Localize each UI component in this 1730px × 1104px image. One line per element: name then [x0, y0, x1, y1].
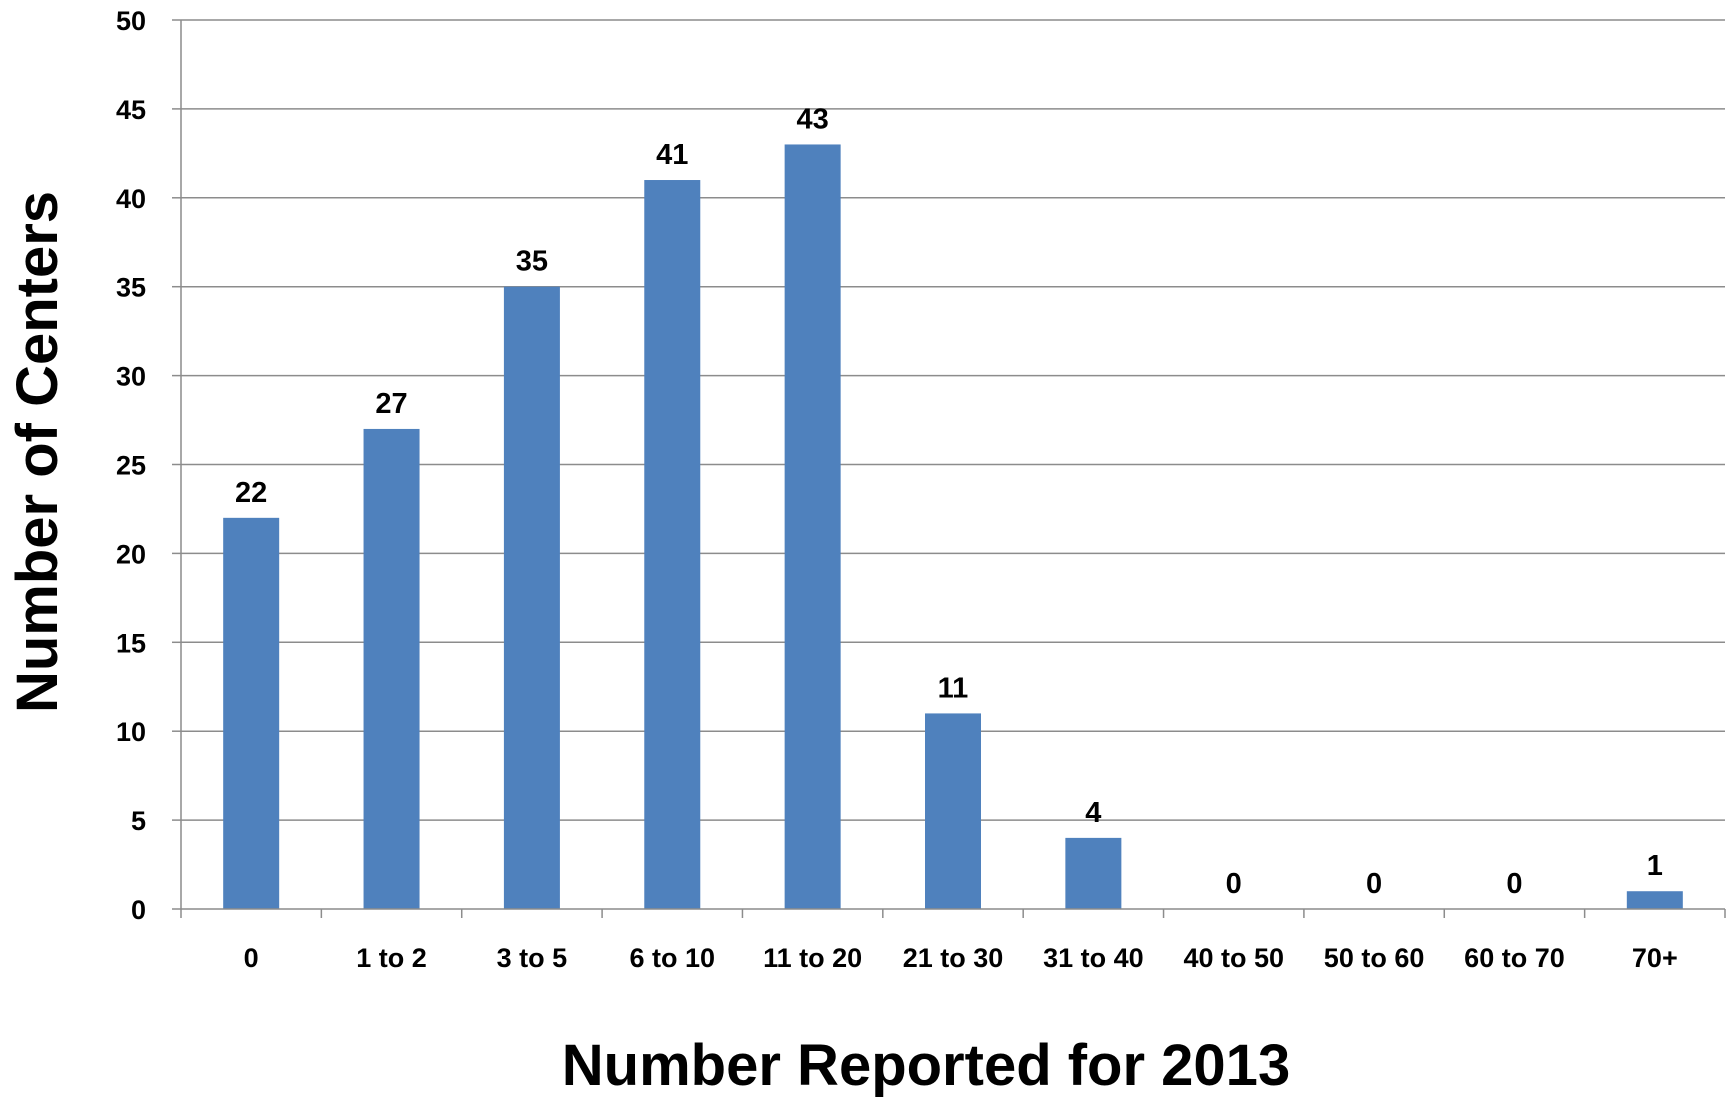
y-tick-label: 15: [116, 628, 146, 658]
axes: [172, 19, 1726, 918]
bar-0: [223, 517, 280, 909]
data-label: 1: [1647, 850, 1663, 882]
bar-10: [1626, 891, 1683, 909]
data-label: 0: [1506, 868, 1522, 900]
x-tick-label: 60 to 70: [1464, 943, 1565, 973]
data-label: 22: [235, 477, 267, 509]
bar-4: [784, 144, 841, 909]
x-tick-label: 0: [244, 943, 259, 973]
data-label: 43: [797, 103, 829, 135]
y-tick-label: 50: [116, 6, 146, 36]
y-tick-label: 35: [116, 273, 146, 303]
x-tick-label: 3 to 5: [497, 943, 568, 973]
y-tick-label: 45: [116, 95, 146, 125]
bars: [223, 144, 1683, 909]
bar-3: [644, 180, 701, 909]
x-tick-label: 21 to 30: [903, 943, 1004, 973]
bar-5: [925, 713, 981, 909]
x-tick-label: 31 to 40: [1043, 943, 1144, 973]
y-axis-title: Number of Centers: [5, 191, 70, 713]
x-tick-label: 50 to 60: [1324, 943, 1425, 973]
data-label: 27: [375, 388, 407, 420]
bar-6: [1065, 837, 1122, 909]
bar-2: [503, 286, 560, 909]
gridlines: [181, 19, 1725, 821]
y-tick-label: 40: [116, 184, 146, 214]
y-tick-label: 0: [131, 895, 146, 925]
x-tick-label: 70+: [1632, 943, 1678, 973]
data-label: 0: [1366, 868, 1382, 900]
y-tick-label: 30: [116, 362, 146, 392]
data-label: 11: [938, 672, 969, 704]
data-label: 4: [1085, 797, 1101, 829]
data-label: 41: [656, 139, 688, 171]
bar-1: [363, 428, 420, 909]
x-tick-label: 11 to 20: [763, 943, 862, 973]
x-tick-label: 1 to 2: [356, 943, 427, 973]
x-tick-label: 40 to 50: [1183, 943, 1284, 973]
data-label: 0: [1226, 868, 1242, 900]
y-tick-label: 20: [116, 539, 146, 569]
y-tick-label: 5: [131, 806, 146, 836]
data-label: 35: [516, 246, 548, 278]
y-tick-label: 25: [116, 451, 146, 481]
y-tick-label: 10: [116, 717, 146, 747]
x-tick-label: 6 to 10: [629, 943, 715, 973]
x-axis-title: Number Reported for 2013: [562, 1033, 1290, 1098]
